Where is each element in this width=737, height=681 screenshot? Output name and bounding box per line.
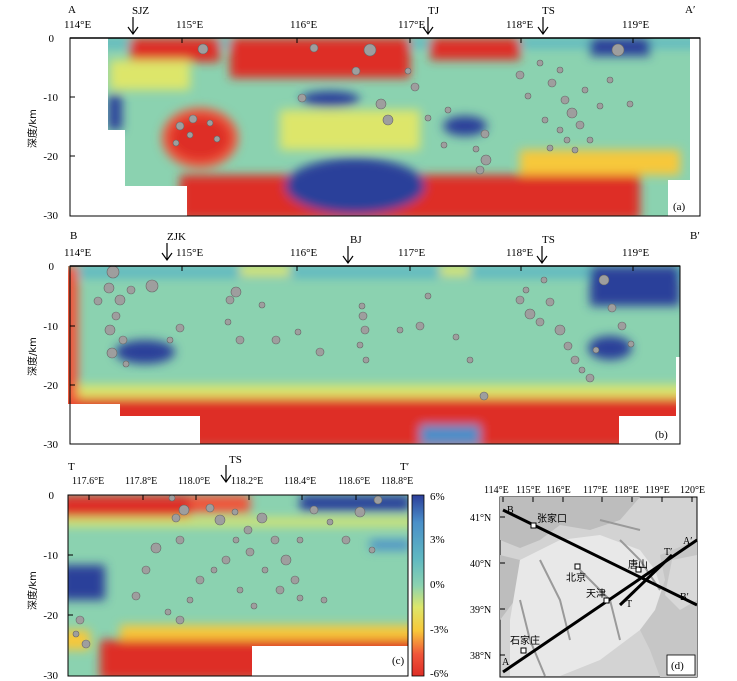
map-city-label: 石家庄: [510, 634, 540, 647]
svg-text:TS: TS: [542, 234, 555, 246]
panel-a-marker-sjz: SJZ: [127, 5, 149, 36]
panel-c-xtick: 118.0°E: [178, 476, 210, 487]
colorbar: 6% 3% 0% -3% -6%: [411, 491, 448, 680]
panel-a-xtick: 115°E: [176, 19, 203, 31]
panel-b-ytick: -20: [43, 380, 58, 392]
panel-c-start-label: T: [68, 461, 75, 473]
panel-a-marker-tj: TJ: [422, 5, 440, 36]
panel-c-label: (c): [392, 655, 405, 667]
panel-b-ytick: -10: [43, 321, 58, 333]
panel-b-start-label: B: [70, 230, 77, 242]
map-ytick: 41°N: [470, 513, 491, 524]
panel-b-xtick: 114°E: [64, 247, 91, 259]
panel-c-ytick: -20: [43, 610, 58, 622]
map-xtick: 115°E: [516, 485, 541, 496]
panel-b: B B′ 114°E 115°E 116°E 117°E 118°E 119°E…: [26, 230, 700, 451]
map-city-label: 北京: [566, 571, 586, 584]
colorbar-tick: 0%: [430, 579, 445, 591]
map-xtick: 120°E: [680, 485, 705, 496]
panel-b-xtick: 118°E: [506, 247, 533, 259]
map-xtick: 117°E: [583, 485, 608, 496]
panel-b-xtick: 116°E: [290, 247, 317, 259]
map-line-label: T: [626, 599, 632, 610]
svg-text:BJ: BJ: [350, 234, 362, 246]
map-city-label: 张家口: [537, 512, 567, 525]
panel-a-ytick: -30: [43, 210, 58, 222]
map-line-label: B′: [680, 592, 689, 603]
map-ytick: 38°N: [470, 651, 491, 662]
panel-a-xtick: 117°E: [398, 19, 425, 31]
panel-b-marker-ts: TS: [536, 234, 555, 265]
panel-c-ytick: -30: [43, 670, 58, 681]
panel-a-ylabel: 深度/km: [26, 109, 39, 148]
panel-b-marker-bj: BJ: [342, 234, 362, 265]
map-panel-d: 张家口 北京 天津 唐山 石家庄 B B′ A′ A T T′ (d) 114°…: [470, 485, 705, 678]
panel-b-marker-zjk: ZJK: [161, 231, 186, 262]
map-city-label: 唐山: [628, 558, 648, 571]
map-line-label: T′: [664, 547, 672, 558]
panel-a-ytick: -20: [43, 151, 58, 163]
panel-a-ytick: 0: [49, 33, 55, 45]
panel-c-ylabel: 深度/km: [26, 571, 39, 610]
panel-c-xtick: 118.8°E: [381, 476, 413, 487]
colorbar-tick: -3%: [430, 624, 448, 636]
colorbar-tick: -6%: [430, 668, 448, 680]
panel-a: A A′ 114°E 115°E 116°E 117°E 118°E 119°E…: [26, 4, 701, 222]
panel-a-xtick: 114°E: [64, 19, 91, 31]
panel-b-label: (b): [655, 429, 668, 441]
panel-c-earthquakes: [72, 494, 383, 649]
panel-b-end-label: B′: [690, 230, 700, 242]
panel-a-earthquakes: [172, 43, 634, 175]
panel-a-xtick: 119°E: [622, 19, 649, 31]
panel-a-ytick: -10: [43, 92, 58, 104]
panel-c-ytick: 0: [49, 490, 55, 502]
panel-a-label: (a): [673, 201, 686, 213]
panel-a-xtick: 118°E: [506, 19, 533, 31]
panel-c-xtick: 118.6°E: [338, 476, 370, 487]
panel-b-ytick: -30: [43, 439, 58, 451]
panel-c-xtick: 118.2°E: [231, 476, 263, 487]
panel-c-marker-ts: TS: [220, 454, 242, 484]
panel-b-xtick: 117°E: [398, 247, 425, 259]
panel-a-start-label: A: [68, 4, 76, 16]
map-ytick: 39°N: [470, 605, 491, 616]
panel-b-xtick: 119°E: [622, 247, 649, 259]
svg-text:TJ: TJ: [428, 5, 440, 17]
svg-text:TS: TS: [229, 454, 242, 466]
panel-a-end-label: A′: [685, 4, 695, 16]
panel-c-xtick: 118.4°E: [284, 476, 316, 487]
panel-c-end-label: T′: [400, 461, 409, 473]
panel-b-earthquakes: [93, 265, 635, 401]
panel-b-ytick: 0: [49, 261, 55, 273]
panel-c: T T′ 117.6°E 117.8°E 118.0°E 118.2°E 118…: [26, 454, 413, 681]
panel-b-xtick: 115°E: [176, 247, 203, 259]
panel-c-xtick: 117.8°E: [125, 476, 157, 487]
map-line-label: A′: [683, 536, 692, 547]
panel-b-ylabel: 深度/km: [26, 337, 39, 376]
map-xtick: 119°E: [645, 485, 670, 496]
map-label: (d): [671, 660, 684, 672]
map-xtick: 114°E: [484, 485, 509, 496]
svg-text:ZJK: ZJK: [167, 231, 186, 243]
map-ytick: 40°N: [470, 559, 491, 570]
map-city-label: 天津: [586, 588, 606, 600]
panel-a-marker-ts: TS: [537, 5, 555, 36]
panel-c-xtick: 117.6°E: [72, 476, 104, 487]
colorbar-tick: 6%: [430, 491, 445, 503]
map-line-label: B: [507, 505, 514, 516]
map-city-markers: [520, 522, 642, 654]
map-xtick: 116°E: [546, 485, 571, 496]
map-xtick: 118°E: [614, 485, 639, 496]
panel-a-xtick: 116°E: [290, 19, 317, 31]
svg-text:TS: TS: [542, 5, 555, 17]
map-line-label: A: [502, 657, 510, 668]
panel-c-ytick: -10: [43, 550, 58, 562]
svg-text:SJZ: SJZ: [132, 5, 149, 17]
colorbar-tick: 3%: [430, 534, 445, 546]
